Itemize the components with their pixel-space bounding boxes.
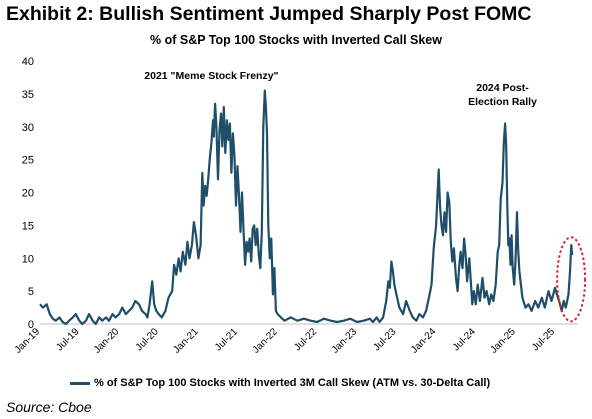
y-axis: 0 5 10 15 20 25 30 35 40 bbox=[22, 56, 578, 331]
x-tick-label: Jul-21 bbox=[213, 326, 240, 353]
x-tick-label: Jul-25 bbox=[530, 326, 557, 353]
annotation-label: 2021 "Meme Stock Frenzy" bbox=[144, 70, 278, 82]
y-tick-label: 20 bbox=[22, 188, 34, 200]
source-note: Source: Cboe bbox=[6, 399, 92, 415]
y-tick-label: 0 bbox=[28, 319, 34, 331]
x-tick-label: Jan-25 bbox=[488, 326, 518, 356]
x-tick-label: Jul-20 bbox=[134, 326, 161, 353]
x-tick-label: Jan-20 bbox=[92, 326, 122, 356]
exhibit-title: Exhibit 2: Bullish Sentiment Jumped Shar… bbox=[6, 3, 532, 25]
annotation-label: Election Rally bbox=[468, 96, 537, 108]
y-tick-label: 30 bbox=[22, 122, 34, 134]
annotation-label: 2024 Post- bbox=[476, 82, 529, 94]
y-tick-label: 40 bbox=[22, 56, 34, 68]
legend: % of S&P Top 100 Stocks with Inverted 3M… bbox=[70, 377, 490, 389]
x-tick-label: Jan-24 bbox=[409, 326, 439, 356]
y-tick-label: 35 bbox=[22, 89, 34, 101]
y-tick-label: 15 bbox=[22, 220, 34, 232]
legend-swatch bbox=[70, 381, 90, 385]
chart-title: % of S&P Top 100 Stocks with Inverted Ca… bbox=[150, 33, 442, 47]
x-axis: Jan-19 Jul-19 Jan-20 Jul-20 Jan-21 Jul-21 Jan-… bbox=[13, 326, 558, 356]
x-tick-label: Jul-22 bbox=[292, 326, 319, 353]
series-line bbox=[39, 89, 574, 326]
x-tick-label: Jan-22 bbox=[251, 326, 281, 356]
y-tick-label: 25 bbox=[22, 155, 34, 167]
y-tick-label: 5 bbox=[28, 286, 34, 298]
x-tick-label: Jul-24 bbox=[451, 326, 478, 353]
highlight-circle bbox=[556, 236, 587, 323]
x-tick-label: Jul-19 bbox=[54, 326, 81, 353]
annotations: 2021 "Meme Stock Frenzy" 2024 Post- Electi… bbox=[144, 70, 537, 108]
y-tick-label: 10 bbox=[22, 253, 34, 265]
x-tick-label: Jul-23 bbox=[371, 326, 398, 353]
legend-label: % of S&P Top 100 Stocks with Inverted 3M… bbox=[94, 377, 491, 389]
x-tick-label: Jan-23 bbox=[330, 326, 360, 356]
x-tick-label: Jan-21 bbox=[171, 326, 201, 356]
